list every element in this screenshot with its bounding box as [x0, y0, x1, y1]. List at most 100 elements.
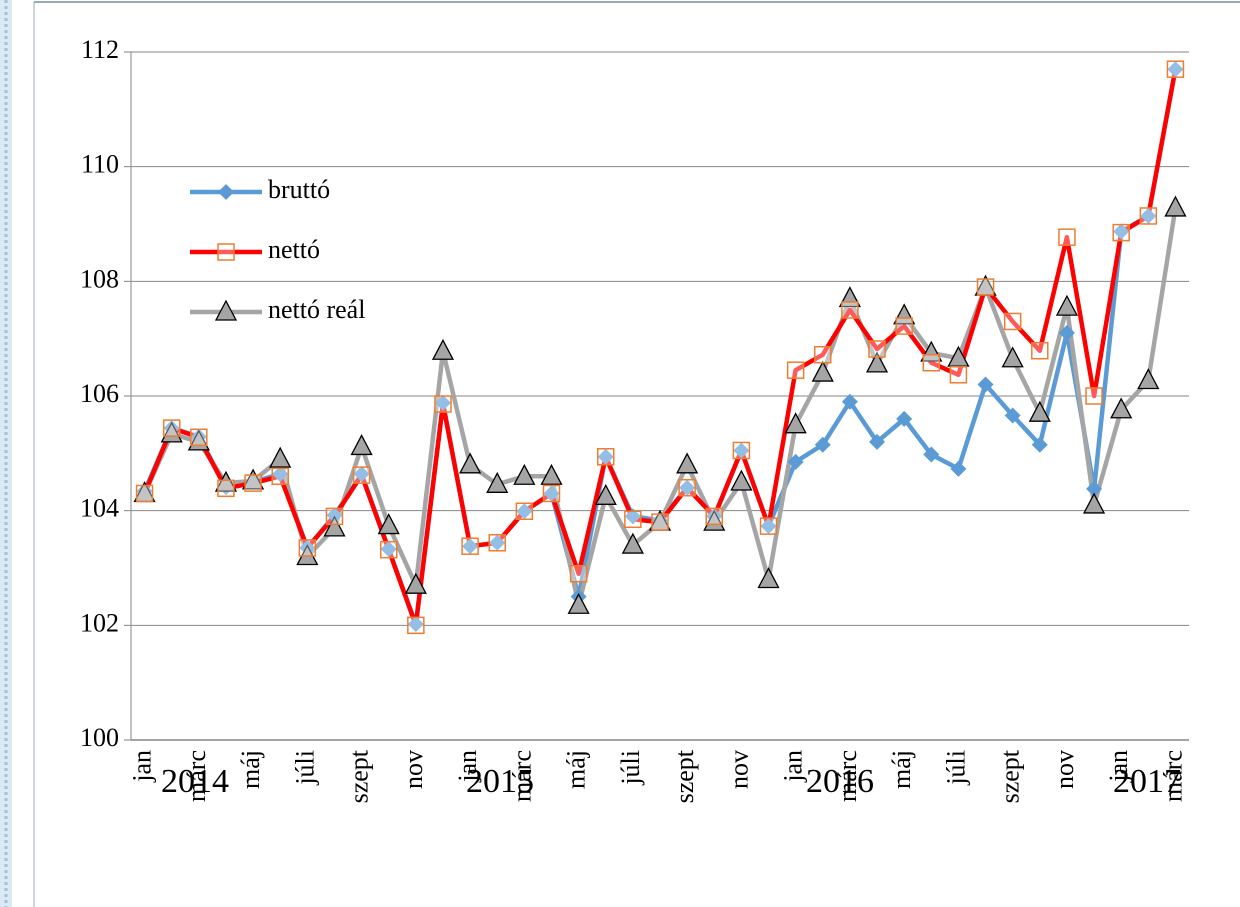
diamond-marker — [624, 508, 641, 525]
triangle-marker — [486, 471, 509, 493]
triangle-marker — [214, 470, 238, 492]
x-tick-label: szept — [996, 749, 1025, 803]
x-group-label: 2014 — [161, 763, 229, 800]
square-marker — [569, 564, 588, 583]
x-tick-label: nov — [399, 750, 428, 789]
square-marker — [217, 479, 235, 498]
triangle-marker — [703, 509, 726, 531]
x-group-label: 2016 — [806, 763, 874, 800]
triangle-marker — [540, 463, 563, 485]
square-marker — [759, 517, 778, 535]
triangle-marker — [214, 299, 238, 321]
triangle-marker — [160, 421, 183, 443]
triangle-marker — [377, 513, 400, 535]
diamond-marker — [1058, 324, 1075, 341]
triangle-marker — [811, 360, 834, 382]
square-marker — [162, 419, 181, 437]
diamond-marker — [353, 465, 370, 482]
square-marker — [190, 428, 208, 447]
x-tick-label: jan — [128, 750, 157, 783]
square-marker — [1031, 341, 1049, 360]
square-marker — [407, 616, 425, 635]
x-group-label: 2015 — [466, 763, 534, 800]
square-marker — [244, 474, 262, 492]
triangle-marker — [1137, 368, 1160, 390]
diamond-marker — [896, 410, 913, 427]
square-marker — [949, 366, 968, 384]
diamond-marker — [1140, 207, 1157, 224]
triangle-marker — [1110, 397, 1133, 419]
square-marker — [786, 361, 805, 379]
x-tick-label: márc — [507, 750, 536, 802]
diamond-marker — [1086, 480, 1103, 497]
triangle-marker — [757, 567, 780, 589]
triangle-marker — [676, 452, 699, 474]
y-tick-label: 110 — [81, 150, 119, 179]
square-marker — [976, 278, 995, 296]
diamond-marker — [733, 442, 750, 459]
square-marker — [841, 301, 859, 319]
triangle-marker — [865, 351, 889, 373]
x-tick-label: márc — [833, 750, 862, 802]
diamond-marker — [407, 616, 424, 633]
triangle-marker — [404, 572, 427, 594]
square-marker — [678, 478, 696, 497]
x-tick-label: szept — [345, 749, 374, 803]
diamond-marker — [462, 538, 479, 555]
legend-label: nettó reál — [268, 295, 365, 324]
left-stripe — [0, 0, 12, 907]
square-marker — [1166, 60, 1185, 78]
triangle-marker — [513, 463, 536, 485]
square-marker — [379, 540, 398, 559]
diamond-marker — [380, 541, 397, 558]
x-group-label: 2017 — [1113, 763, 1181, 800]
triangle-marker — [567, 592, 590, 614]
square-marker — [135, 484, 154, 503]
square-marker — [596, 448, 615, 466]
square-marker — [515, 502, 534, 520]
triangle-marker — [296, 544, 319, 566]
x-tick-label: júli — [290, 750, 319, 786]
square-marker — [922, 353, 941, 372]
x-tick-label: márc — [182, 750, 211, 802]
triangle-marker — [920, 340, 943, 362]
x-tick-label: júli — [616, 750, 645, 786]
square-marker — [434, 395, 452, 413]
y-tick-label: 100 — [80, 723, 119, 752]
x-tick-label: jan — [1104, 750, 1133, 783]
diamond-marker — [760, 518, 777, 535]
square-marker — [1058, 228, 1076, 246]
square-marker — [352, 466, 371, 484]
square-marker — [217, 243, 235, 261]
y-tick-label: 112 — [81, 35, 119, 64]
x-tick-label: nov — [1050, 750, 1079, 789]
x-tick-label: máj — [236, 750, 265, 789]
diamond-marker — [1167, 61, 1184, 78]
square-marker — [814, 345, 832, 364]
diamond-marker — [272, 465, 289, 482]
triangle-marker — [350, 434, 373, 456]
square-marker — [298, 539, 317, 557]
x-tick-label: máj — [562, 750, 591, 789]
x-tick-label: máj — [887, 750, 916, 789]
square-marker — [325, 507, 344, 526]
square-marker — [651, 513, 669, 531]
diamond-marker — [434, 394, 451, 411]
diamond-marker — [326, 507, 343, 524]
diamond-marker — [869, 433, 886, 450]
diamond-marker — [923, 446, 940, 463]
square-marker — [1112, 223, 1130, 242]
diamond-marker — [218, 184, 234, 200]
x-tick-label: jan — [453, 750, 482, 783]
diamond-marker — [814, 436, 831, 453]
diamond-marker — [543, 485, 560, 502]
x-tick-label: márc — [1158, 750, 1187, 802]
legend-label: nettó — [268, 235, 320, 264]
triangle-marker — [1082, 492, 1106, 514]
x-tick-label: nov — [724, 750, 753, 789]
y-tick-label: 102 — [80, 608, 119, 637]
triangle-marker — [784, 412, 807, 434]
diamond-marker — [1004, 407, 1021, 424]
triangle-marker — [431, 338, 455, 360]
